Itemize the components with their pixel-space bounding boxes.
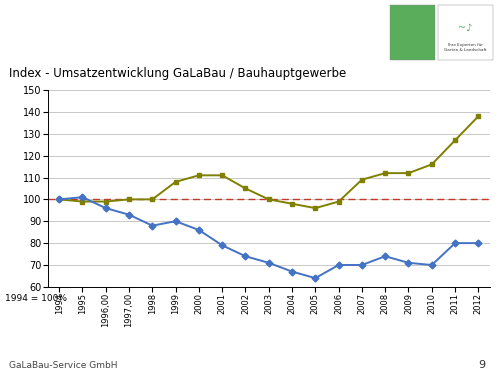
Text: Ihre Experten für
Garten & Landschaft: Ihre Experten für Garten & Landschaft xyxy=(444,43,486,51)
Text: 9: 9 xyxy=(478,360,485,370)
FancyBboxPatch shape xyxy=(388,0,500,66)
Text: GaLaBau-Statistik 2012: GaLaBau-Statistik 2012 xyxy=(10,21,324,45)
Text: ~♪: ~♪ xyxy=(458,22,472,33)
FancyBboxPatch shape xyxy=(390,5,435,60)
FancyBboxPatch shape xyxy=(438,5,492,60)
Text: Index - Umsatzentwicklung GaLaBau / Bauhauptgewerbe: Index - Umsatzentwicklung GaLaBau / Bauh… xyxy=(9,67,346,80)
Text: 1994 = 100%: 1994 = 100% xyxy=(5,294,67,303)
Text: GaLaBau-Service GmbH: GaLaBau-Service GmbH xyxy=(9,362,118,370)
